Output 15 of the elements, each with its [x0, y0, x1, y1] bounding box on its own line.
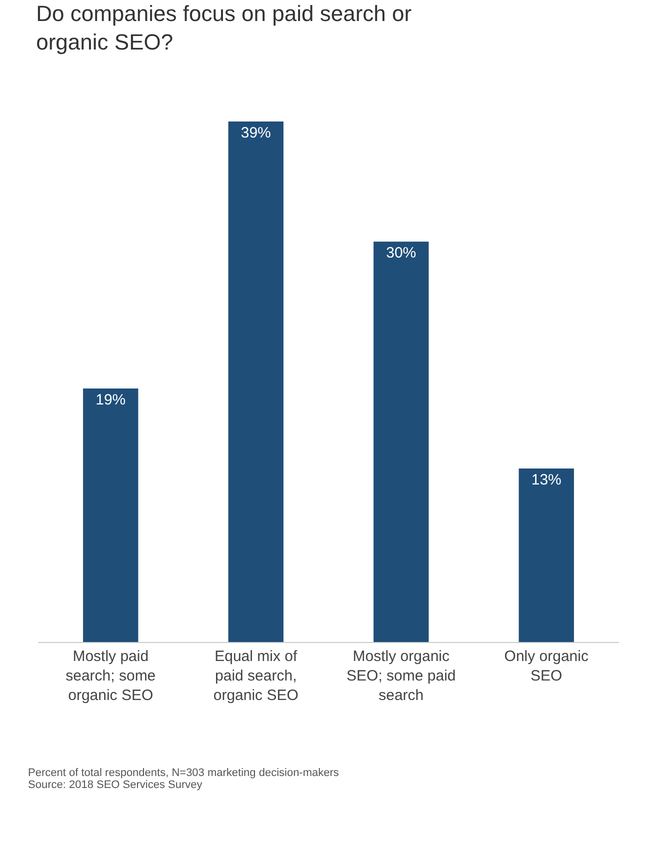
- bar: [228, 122, 284, 642]
- chart-title: Do companies focus on paid search or organic SEO?: [36, 1, 412, 55]
- data-label: 13%: [531, 472, 562, 489]
- bar: [83, 388, 138, 642]
- text: Percent of total respondents, N=303 marketing decision-makers: [28, 767, 340, 779]
- bar: [518, 468, 574, 642]
- x-tick-label: Only organic SEO: [504, 648, 589, 684]
- data-label: 39%: [240, 124, 271, 142]
- source-note: Source: 2018 SEO Services Survey: [28, 779, 203, 791]
- data-label: 19%: [96, 391, 126, 408]
- bar: [374, 242, 429, 642]
- x-tick-label: Equal mix of paid search, organic SEO: [213, 648, 298, 704]
- x-tick-label: Mostly organic SEO; some paid search: [346, 648, 456, 704]
- data-label: 30%: [386, 244, 416, 262]
- x-tick-label: Mostly paid search; some organic SEO: [66, 648, 156, 704]
